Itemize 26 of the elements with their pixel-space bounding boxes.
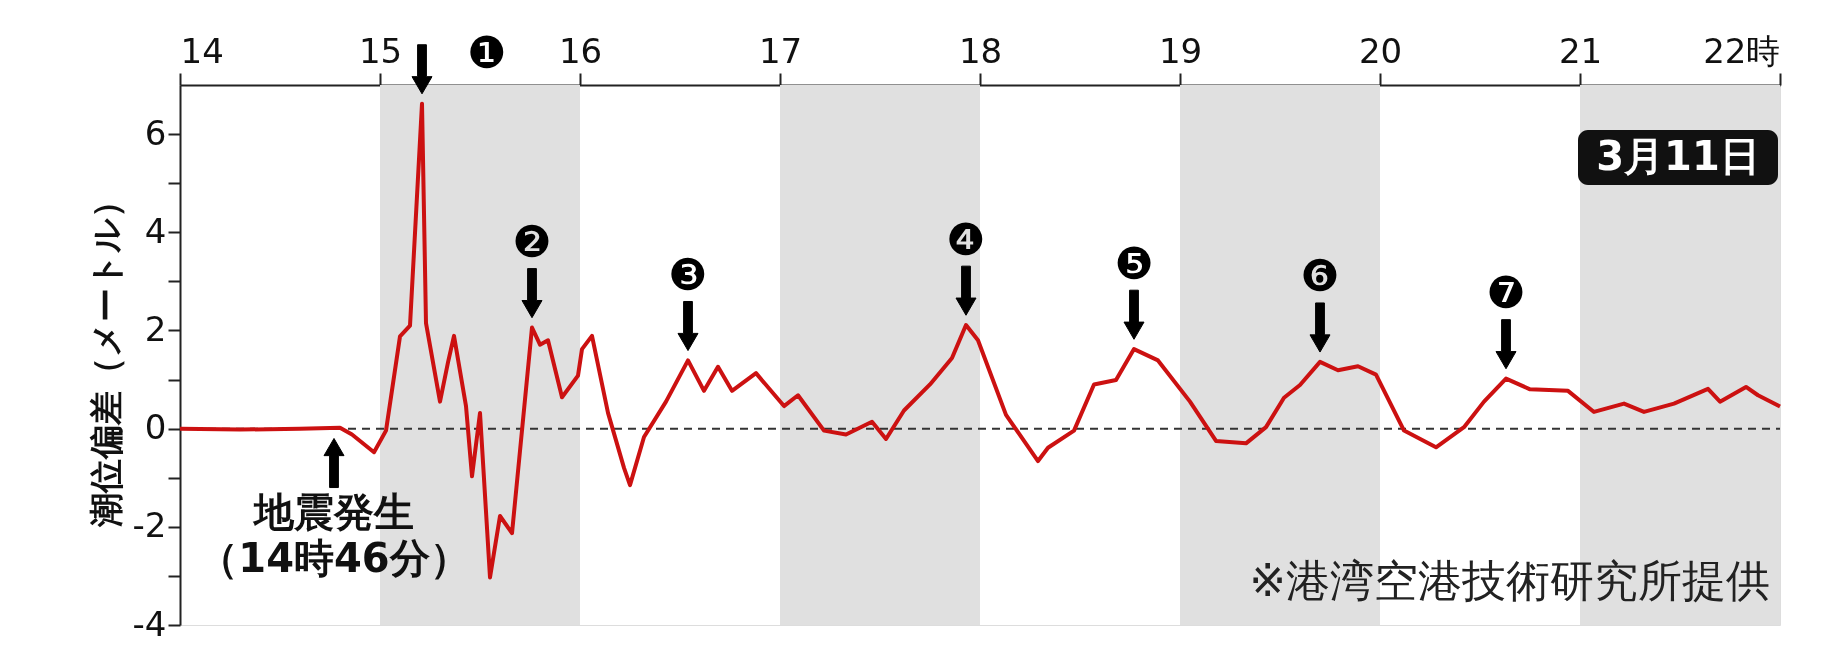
y-tick-label: 4 bbox=[144, 210, 167, 251]
annotation: ❷ bbox=[512, 216, 552, 268]
annotation: 3月11日 bbox=[1596, 133, 1760, 179]
annotation: ※港湾空港技術研究所提供 bbox=[1249, 555, 1770, 606]
y-tick-label: -4 bbox=[132, 603, 167, 644]
annotation: ❺ bbox=[1114, 237, 1154, 289]
x-tick-label: 16 bbox=[558, 30, 603, 71]
annotation: ❻ bbox=[1300, 250, 1340, 302]
y-tick-label: 6 bbox=[144, 112, 167, 153]
x-tick-label: 15 bbox=[358, 30, 403, 71]
x-tick-label: 20 bbox=[1358, 30, 1403, 71]
annotation: ❶ bbox=[467, 26, 507, 78]
x-tick-label: 22時 bbox=[1703, 30, 1781, 71]
y-tick-label: 2 bbox=[144, 308, 167, 349]
y-axis-title: 潮位偏差（メートル） bbox=[85, 184, 126, 528]
annotation: ❼ bbox=[1486, 267, 1526, 319]
y-tick-label: -2 bbox=[132, 505, 167, 546]
x-tick-label: 18 bbox=[958, 30, 1003, 71]
annotation: 地震発生（14時46分） bbox=[198, 488, 470, 581]
y-tick-label: 0 bbox=[144, 407, 167, 448]
annotation: ❸ bbox=[668, 248, 708, 300]
annotation: ❹ bbox=[946, 213, 986, 265]
x-tick-label: 17 bbox=[758, 30, 803, 71]
x-tick-label: 21 bbox=[1558, 30, 1603, 71]
x-tick-label: 19 bbox=[1158, 30, 1203, 71]
x-tick-label: 14 bbox=[180, 30, 224, 71]
